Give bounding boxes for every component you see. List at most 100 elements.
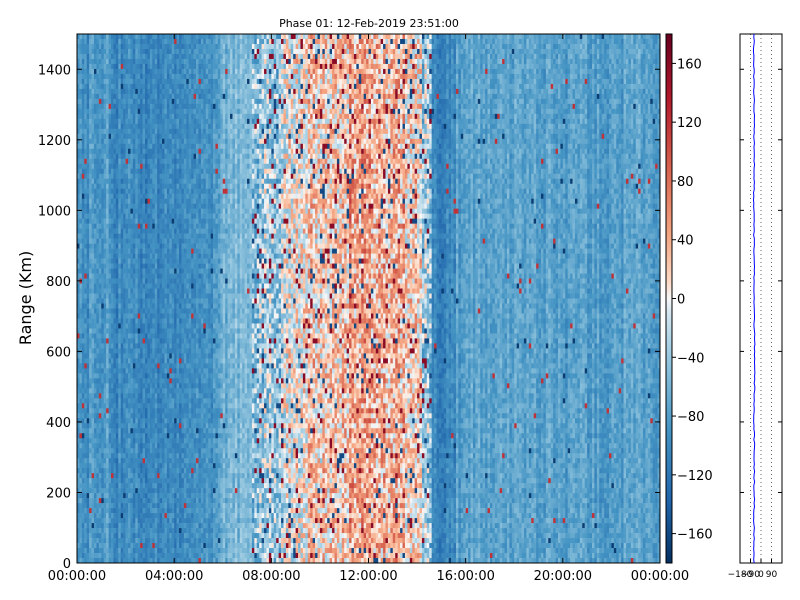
heatmap-cell: [130, 279, 133, 284]
heatmap-cell: [123, 513, 126, 518]
heatmap-cell: [152, 169, 155, 174]
heatmap-cell: [126, 219, 129, 224]
heatmap-cell: [111, 328, 114, 333]
heatmap-cell: [82, 393, 85, 398]
heatmap-cell: [181, 393, 184, 398]
heatmap-cell: [160, 448, 163, 453]
heatmap-cell: [113, 443, 116, 448]
heatmap-cell: [123, 84, 126, 89]
heatmap-cell: [84, 184, 87, 189]
heatmap-cell: [147, 64, 150, 69]
heatmap-cell: [113, 164, 116, 169]
heatmap-cell: [94, 378, 97, 383]
heatmap-cell: [126, 353, 129, 358]
heatmap-cell: [126, 299, 129, 304]
heatmap-cell: [99, 523, 102, 528]
heatmap-cell: [116, 328, 119, 333]
heatmap-cell: [126, 79, 129, 84]
heatmap-cell: [121, 89, 124, 94]
heatmap-cell: [164, 358, 167, 363]
heatmap-cell: [172, 503, 175, 508]
heatmap-cell: [147, 368, 150, 373]
heatmap-cell: [177, 418, 180, 423]
heatmap-cell: [92, 119, 95, 124]
heatmap-cell: [143, 169, 146, 174]
heatmap-cell: [96, 214, 99, 219]
heatmap-cell: [99, 363, 102, 368]
heatmap-cell: [121, 154, 124, 159]
heatmap-cell: [111, 368, 114, 373]
heatmap-cell: [133, 313, 136, 318]
heatmap-cell: [135, 104, 138, 109]
heatmap-cell: [101, 548, 104, 553]
heatmap-cell: [104, 269, 107, 274]
heatmap-cell: [126, 358, 129, 363]
heatmap-cell: [111, 523, 114, 528]
heatmap-cell: [96, 124, 99, 129]
heatmap-cell: [106, 204, 109, 209]
heatmap-cell: [169, 343, 172, 348]
heatmap-cell: [150, 94, 153, 99]
heatmap-cell: [94, 129, 97, 134]
heatmap-cell: [167, 149, 170, 154]
heatmap-cell: [84, 284, 87, 289]
heatmap-cell: [177, 373, 180, 378]
heatmap-cell: [84, 189, 87, 194]
heatmap-cell: [150, 528, 153, 533]
heatmap-cell: [111, 269, 114, 274]
heatmap-cell: [145, 408, 148, 413]
heatmap-cell: [104, 543, 107, 548]
heatmap-cell: [101, 289, 104, 294]
heatmap-cell: [113, 94, 116, 99]
heatmap-cell: [126, 74, 129, 79]
heatmap-cell: [150, 244, 153, 249]
heatmap-cell: [189, 124, 192, 129]
heatmap-cell: [111, 553, 114, 558]
heatmap-cell: [162, 299, 165, 304]
heatmap-cell: [99, 403, 102, 408]
heatmap-cell: [167, 264, 170, 269]
heatmap-cell: [128, 164, 131, 169]
heatmap-cell: [181, 403, 184, 408]
heatmap-cell: [143, 289, 146, 294]
heatmap-cell: [184, 154, 187, 159]
heatmap-cell: [101, 164, 104, 169]
heatmap-cell: [84, 468, 87, 473]
heatmap-cell: [130, 463, 133, 468]
heatmap-cell: [164, 169, 167, 174]
heatmap-cell: [111, 74, 114, 79]
heatmap-cell: [128, 214, 131, 219]
heatmap-cell: [116, 503, 119, 508]
heatmap-cell: [133, 553, 136, 558]
heatmap-cell: [155, 433, 158, 438]
heatmap-cell: [167, 114, 170, 119]
heatmap-cell: [138, 348, 141, 353]
heatmap-cell: [181, 353, 184, 358]
heatmap-cell: [79, 353, 82, 358]
heatmap-cell: [164, 124, 167, 129]
heatmap-cell: [126, 84, 129, 89]
heatmap-cell: [155, 179, 158, 184]
heatmap-cell: [140, 224, 143, 229]
heatmap-cell: [109, 348, 112, 353]
heatmap-cell: [84, 154, 87, 159]
heatmap-cell: [89, 348, 92, 353]
heatmap-cell: [113, 448, 116, 453]
heatmap-cell: [181, 318, 184, 323]
heatmap-cell: [177, 264, 180, 269]
heatmap-cell: [133, 503, 136, 508]
heatmap-cell: [181, 363, 184, 368]
heatmap-cell: [184, 259, 187, 264]
heatmap-cell: [169, 244, 172, 249]
heatmap-cell: [145, 513, 148, 518]
heatmap-cell: [140, 274, 143, 279]
heatmap-cell: [189, 553, 192, 558]
heatmap-cell: [143, 433, 146, 438]
heatmap-cell: [84, 543, 87, 548]
heatmap-cell: [169, 179, 172, 184]
heatmap-cell: [140, 44, 143, 49]
heatmap-cell: [140, 333, 143, 338]
heatmap-cell: [164, 343, 167, 348]
heatmap-cell: [99, 443, 102, 448]
heatmap-cell: [96, 358, 99, 363]
